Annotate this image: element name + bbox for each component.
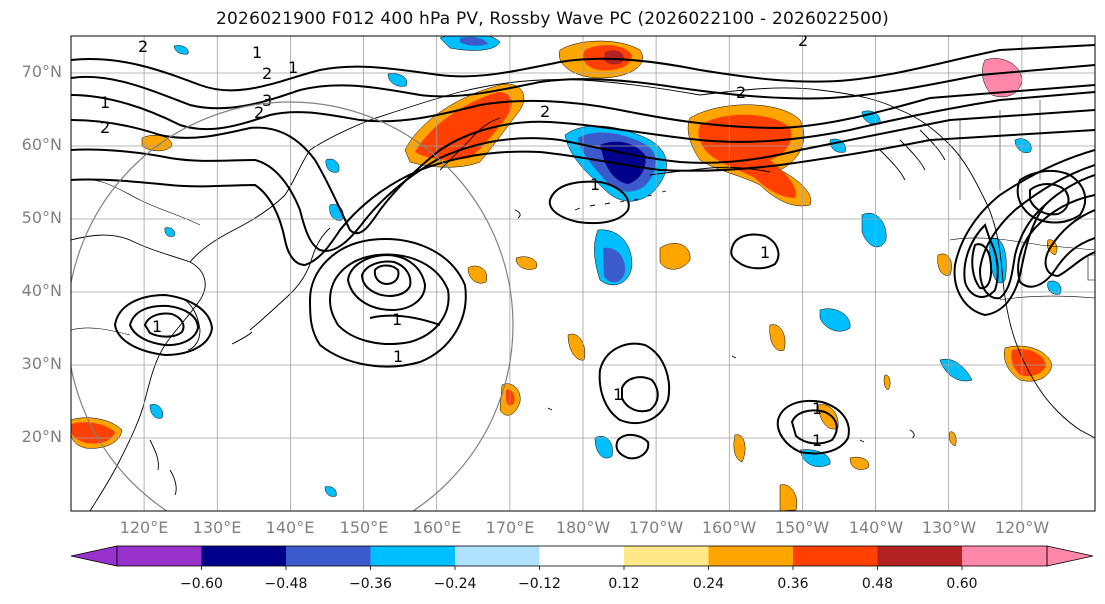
lon-label: 160°W xyxy=(701,518,757,537)
lon-label: 170°W xyxy=(628,518,684,537)
contour-label: 1 xyxy=(252,43,262,62)
lat-label: 40°N xyxy=(21,281,62,300)
contour-label: 1 xyxy=(812,399,822,418)
contour-label: 1 xyxy=(152,317,162,336)
colorbar-extend-low xyxy=(70,545,118,567)
contour-label: 2 xyxy=(138,37,148,56)
colorbar-segment xyxy=(539,546,624,566)
colorbar-segment xyxy=(708,546,793,566)
lon-label: 170°E xyxy=(485,518,535,537)
lon-label: 150°E xyxy=(339,518,389,537)
lon-label: 180°W xyxy=(555,518,611,537)
map-frame xyxy=(70,35,1096,512)
contour-label: 1 xyxy=(590,175,600,194)
colorbar-tick-label: 0.24 xyxy=(692,576,725,592)
lon-label: 150°W xyxy=(774,518,830,537)
colorbar-tick-label: 0.48 xyxy=(861,576,894,592)
pv-contours xyxy=(71,44,1095,460)
contour-label: 1 xyxy=(392,310,402,329)
lat-label: 70°N xyxy=(21,62,62,81)
contour-label: 1 xyxy=(100,93,110,112)
contour-label: 2 xyxy=(540,102,550,121)
lon-label: 140°W xyxy=(848,518,904,537)
colorbar-segment xyxy=(455,546,540,566)
contour-label: 2 xyxy=(254,103,264,122)
colorbar-segment xyxy=(286,546,371,566)
colorbar-segment xyxy=(370,546,455,566)
colorbar-tick-label: 0.12 xyxy=(608,576,640,592)
figure-title: 2026021900 F012 400 hPa PV, Rossby Wave … xyxy=(216,9,889,29)
colorbar-segment xyxy=(624,546,709,566)
colorbar-tick-label: −0.60 xyxy=(180,576,223,592)
colorbar-tick-label: −0.24 xyxy=(433,576,477,592)
lon-label: 160°E xyxy=(412,518,462,537)
contour-label: 1 xyxy=(393,347,403,366)
contour-label: 1 xyxy=(288,58,298,77)
contour-label: 1 xyxy=(760,243,770,262)
lat-label: 60°N xyxy=(21,135,62,154)
lat-label: 20°N xyxy=(21,427,62,446)
colorbar-tick-label: −0.48 xyxy=(264,576,308,592)
colorbar-tick-label: −0.36 xyxy=(349,576,392,592)
reference-circle xyxy=(71,101,514,511)
colorbar-tick-label: 0.36 xyxy=(777,576,809,592)
lat-label: 30°N xyxy=(21,354,62,373)
contour-label: 2 xyxy=(262,64,272,83)
colorbar xyxy=(70,545,1094,570)
grid-lines xyxy=(71,36,1095,511)
lon-label: 140°E xyxy=(265,518,315,537)
contour-label: 3 xyxy=(262,91,272,110)
contour-label: 1 xyxy=(613,385,623,404)
colorbar-tick-label: 0.60 xyxy=(946,576,978,592)
colorbar-extend-high xyxy=(1046,545,1094,567)
lat-label: 50°N xyxy=(21,208,62,227)
colorbar-tick-label: −0.12 xyxy=(518,576,561,592)
colorbar-segment xyxy=(962,546,1047,566)
colorbar-segment xyxy=(793,546,878,566)
contour-label: 2 xyxy=(100,118,110,137)
contour-label: 2 xyxy=(798,31,808,50)
lon-label: 120°W xyxy=(994,518,1050,537)
colorbar-segment xyxy=(201,546,286,566)
lon-label: 120°E xyxy=(119,518,169,537)
colorbar-segment xyxy=(117,546,202,566)
lon-label: 130°W xyxy=(921,518,977,537)
contour-label: 2 xyxy=(736,83,746,102)
contour-labels: 2 2 1 1 2 2 3 2 2 2 1 1 1 1 1 1 1 1 1 xyxy=(100,31,822,450)
lon-label: 130°E xyxy=(192,518,242,537)
colorbar-segment xyxy=(877,546,962,566)
contour-label: 1 xyxy=(812,431,822,450)
